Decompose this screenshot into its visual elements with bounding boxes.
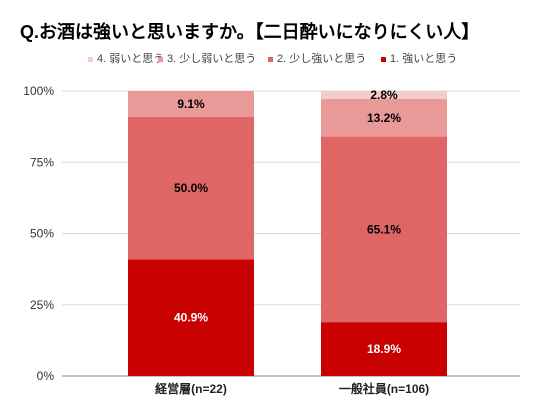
bar-segment	[128, 91, 254, 117]
y-tick-label: 25%	[30, 298, 54, 312]
y-tick-label: 50%	[30, 227, 54, 241]
legend-entry: 3. 少し弱いと思う	[167, 52, 256, 65]
y-tick-label: 0%	[37, 369, 55, 383]
bar-segment	[321, 98, 447, 137]
data-label: 50.0%	[174, 181, 208, 195]
legend-entry: 1. 強いと思う	[390, 52, 457, 65]
legend-swatch	[88, 57, 93, 62]
chart-title: Q.お酒は強いと思いますか。【二日酔いになりにくい人】	[20, 22, 480, 42]
data-label: 18.9%	[367, 342, 401, 356]
data-label: 40.9%	[174, 311, 208, 325]
data-label: 65.1%	[367, 222, 401, 236]
x-category-label: 経営層(n=22)	[155, 381, 227, 396]
bar-segment	[128, 259, 254, 376]
legend-entry: 4. 弱いと思う	[97, 52, 164, 65]
bar-segment	[321, 91, 447, 99]
legend-entry: 2. 少し強いと思う	[277, 52, 366, 65]
bar-segment	[321, 322, 447, 376]
y-tick-label: 100%	[23, 84, 54, 98]
bar-segment	[128, 116, 254, 260]
bar-segment	[321, 136, 447, 323]
legend-swatch	[268, 57, 273, 62]
y-tick-label: 75%	[30, 155, 54, 169]
data-label: 2.8%	[370, 88, 398, 102]
legend-swatch	[158, 57, 163, 62]
x-category-label: 一般社員(n=106)	[339, 381, 429, 396]
legend-swatch	[381, 57, 386, 62]
data-label: 9.1%	[177, 97, 205, 111]
data-label: 13.2%	[367, 111, 401, 125]
